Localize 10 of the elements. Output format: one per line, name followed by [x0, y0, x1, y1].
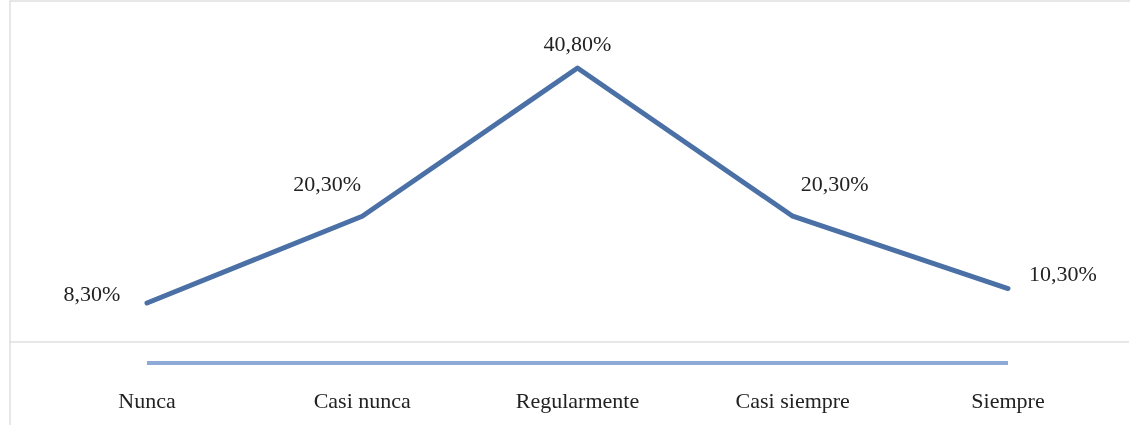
x-tick-label: Nunca	[118, 388, 176, 413]
x-tick-label: Casi siempre	[735, 388, 850, 413]
data-label: 40,80%	[543, 31, 612, 56]
data-label: 20,30%	[293, 171, 362, 197]
x-tick-label: Siempre	[971, 388, 1045, 413]
x-tick-label: Regularmente	[515, 388, 640, 413]
data-label: 8,30%	[63, 280, 121, 306]
data-label: 10,30%	[1029, 260, 1097, 286]
x-tick-label: Casi nunca	[313, 388, 412, 413]
data-label: 20,30%	[800, 171, 869, 197]
